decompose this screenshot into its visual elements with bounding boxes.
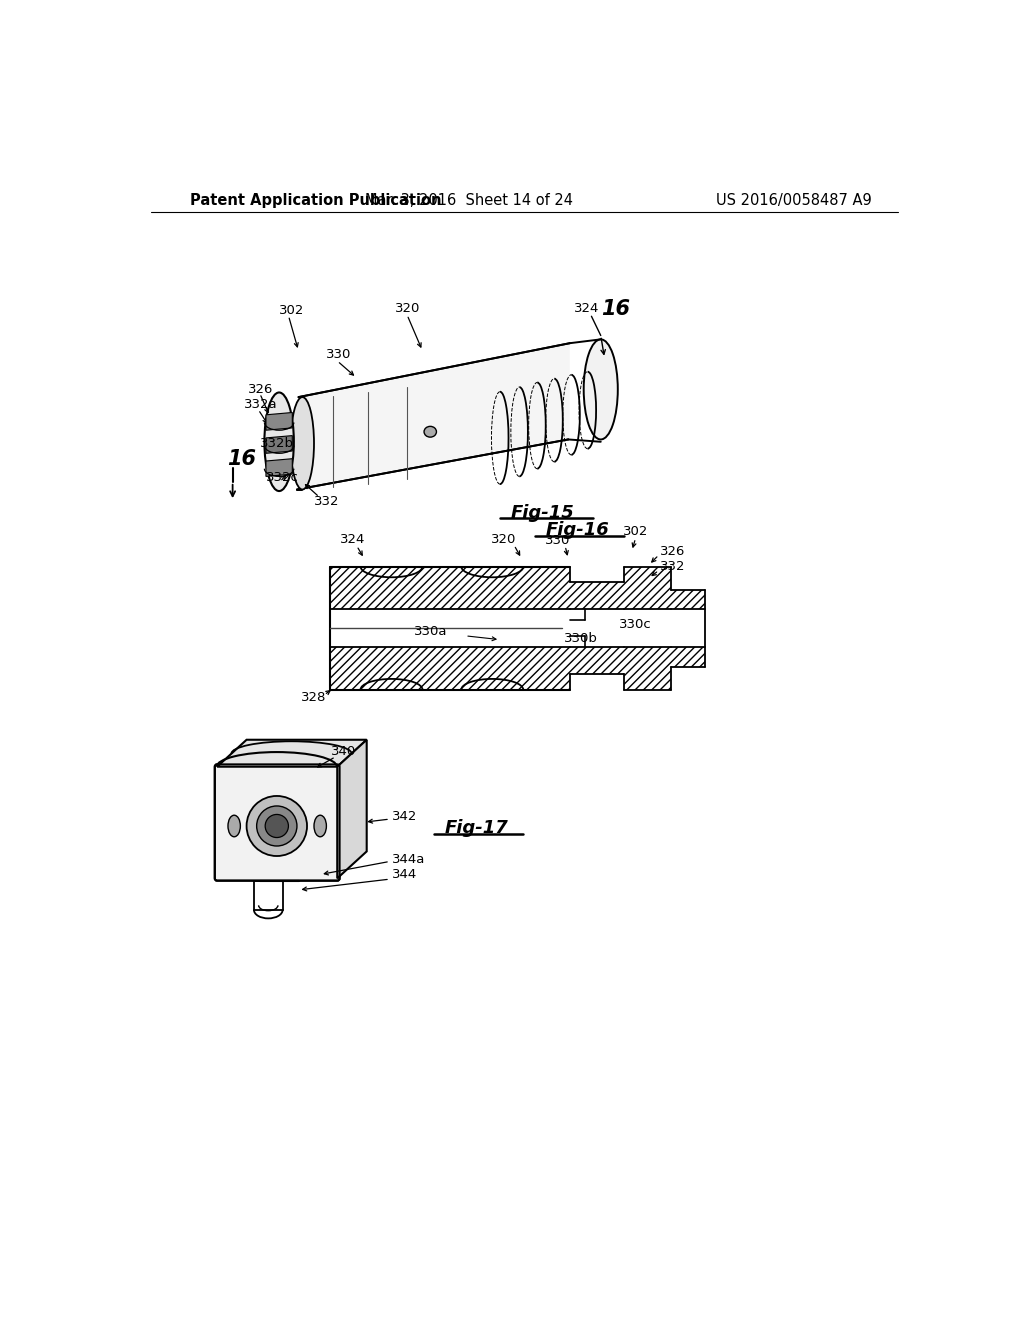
Bar [569,609,624,647]
Text: 330c: 330c [620,618,652,631]
Ellipse shape [314,816,327,837]
Ellipse shape [584,339,617,440]
Text: 320: 320 [492,533,516,546]
Bar [624,609,701,647]
Text: Patent Application Publication: Patent Application Publication [190,193,441,209]
Text: 302: 302 [280,305,304,317]
Text: 328: 328 [301,690,327,704]
Text: 330a: 330a [414,626,447,639]
Text: 330: 330 [326,348,351,362]
Text: 324: 324 [340,533,366,546]
Text: Fig-16: Fig-16 [546,521,609,540]
Text: Fig-17: Fig-17 [444,820,509,837]
Polygon shape [266,412,292,430]
Text: 344: 344 [391,869,417,880]
Ellipse shape [257,807,297,846]
Ellipse shape [247,796,307,855]
Polygon shape [337,739,367,878]
Text: 332: 332 [314,495,340,508]
Text: 332b: 332b [260,437,294,450]
Bar [330,566,569,689]
Polygon shape [299,343,569,490]
Text: 340: 340 [331,744,356,758]
Text: Mar. 3, 2016  Sheet 14 of 24: Mar. 3, 2016 Sheet 14 of 24 [365,193,573,209]
Text: 330: 330 [546,533,570,546]
Text: Fig-15: Fig-15 [511,504,574,521]
Ellipse shape [424,426,436,437]
Text: 302: 302 [623,525,648,539]
Text: 332c: 332c [266,471,299,484]
Text: 332a: 332a [245,399,278,412]
Polygon shape [266,459,292,477]
Polygon shape [217,739,367,767]
Ellipse shape [228,816,241,837]
Text: US 2016/0058487 A9: US 2016/0058487 A9 [716,193,872,209]
Bar [624,566,671,689]
Text: 324: 324 [573,302,599,315]
Bar [569,582,624,675]
FancyBboxPatch shape [215,764,340,880]
Text: 342: 342 [391,810,417,824]
Text: 344a: 344a [391,853,425,866]
Bar [671,590,706,609]
Ellipse shape [265,814,289,838]
Ellipse shape [291,397,314,490]
Bar [671,647,706,667]
Text: 326: 326 [659,545,685,557]
Polygon shape [266,436,292,453]
Bar [330,609,725,647]
Text: 320: 320 [395,302,421,315]
Text: 16: 16 [601,300,630,319]
Text: 16: 16 [227,449,256,469]
Ellipse shape [264,392,294,491]
Text: 332: 332 [659,560,685,573]
Text: 326: 326 [248,383,273,396]
Text: 330b: 330b [564,631,598,644]
